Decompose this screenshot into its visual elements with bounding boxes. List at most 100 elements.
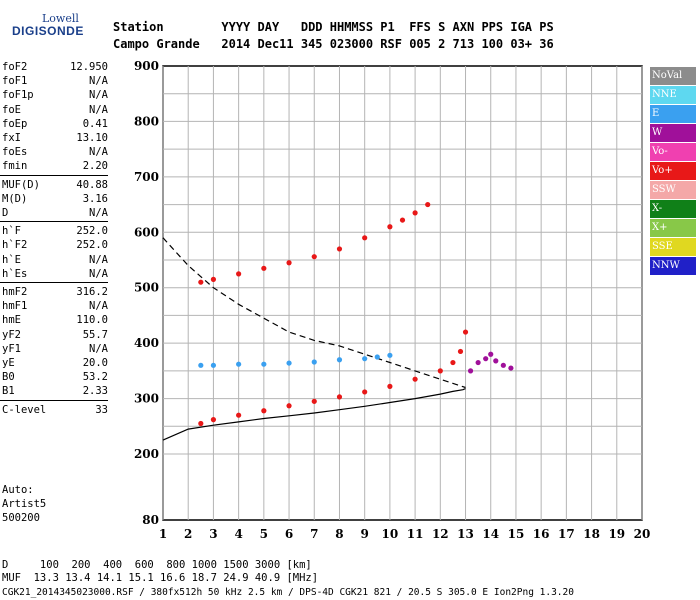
param-row: hmE 110.0 <box>2 313 108 327</box>
data-point <box>261 408 267 414</box>
x-tick-label: 11 <box>407 527 424 541</box>
data-point <box>286 360 292 366</box>
param-row: M(D) 3.16 <box>2 192 108 206</box>
param-separator <box>0 282 108 283</box>
param-value: N/A <box>89 267 108 280</box>
param-value: N/A <box>89 89 108 102</box>
legend-item: NNE <box>650 86 696 104</box>
param-value: 12.950 <box>70 61 108 73</box>
data-point <box>286 403 292 409</box>
param-label: foF1 <box>2 75 28 88</box>
data-point <box>387 352 393 358</box>
data-point <box>198 362 204 368</box>
param-row: yE 20.0 <box>2 356 108 370</box>
param-label: foEp <box>2 117 28 130</box>
param-label: foEs <box>2 146 28 159</box>
x-tick-label: 18 <box>583 527 600 541</box>
param-row: foF2 12.950 <box>2 60 108 74</box>
y-tick-label: 200 <box>134 447 159 461</box>
param-label: fxI <box>2 132 21 144</box>
header-labels: Station YYYY DAY DDD HHMMSS P1 FFS S AXN… <box>113 20 554 34</box>
param-row: h`F 252.0 <box>2 224 108 238</box>
param-separator <box>0 174 108 176</box>
auto-label: Auto: <box>2 484 34 496</box>
auto-code: 500200 <box>2 512 40 524</box>
param-row: foE N/A <box>2 103 108 117</box>
legend-item: NoVal <box>650 67 696 85</box>
profile-line <box>162 388 466 441</box>
param-row: foEs N/A <box>2 145 108 159</box>
param-row: hmF1 N/A <box>2 299 108 313</box>
legend-item: Vo+ <box>650 162 696 180</box>
data-point <box>261 361 267 367</box>
param-row: C-level 33 <box>2 403 108 417</box>
file-info: CGK21_2014345023000.RSF / 380fx512h 50 k… <box>2 587 574 598</box>
data-point <box>286 260 292 266</box>
param-row: foF1p N/A <box>2 88 108 102</box>
param-value: N/A <box>89 253 108 266</box>
logo-lowell: Lowell <box>42 12 79 25</box>
data-point <box>374 354 380 360</box>
x-tick-label: 10 <box>382 527 399 541</box>
data-point <box>467 368 474 374</box>
data-point <box>437 368 443 374</box>
param-label: h`F2 <box>2 239 28 252</box>
param-value: 2.33 <box>82 385 108 398</box>
x-tick-label: 19 <box>608 527 625 541</box>
param-label: foE <box>2 103 21 116</box>
param-label: B1 <box>2 385 15 398</box>
x-tick-label: 2 <box>184 527 192 541</box>
data-point <box>311 359 317 365</box>
data-point <box>210 417 217 423</box>
data-point <box>198 279 204 285</box>
legend-item: SSE <box>650 238 696 256</box>
y-tick-label: 80 <box>142 513 159 527</box>
param-label: MUF(D) <box>2 178 40 191</box>
data-point <box>488 351 494 357</box>
x-tick-label: 8 <box>335 527 343 541</box>
param-label: hmF1 <box>2 300 28 313</box>
data-point <box>362 389 368 395</box>
param-value: N/A <box>89 342 108 355</box>
data-point <box>399 217 406 223</box>
param-label: M(D) <box>2 192 28 205</box>
x-tick-label: 16 <box>533 527 550 541</box>
param-row: hmF2 316.2 <box>2 285 108 299</box>
param-label: hmF2 <box>2 286 28 298</box>
param-row: yF2 55.7 <box>2 328 108 342</box>
data-point <box>210 362 217 368</box>
data-point <box>483 356 489 362</box>
legend-item: W <box>650 124 696 142</box>
param-label: C-level <box>2 403 47 416</box>
legend-item: X+ <box>650 219 696 237</box>
param-row: fmin 2.20 <box>2 159 108 173</box>
x-tick-label: 17 <box>558 527 575 541</box>
data-point <box>508 365 514 371</box>
ionogram-chart: 1 2 3 4 5 6 7 8 9 10 11 12 13 14 15 16 17 18 19 20802003004… <box>134 59 650 541</box>
param-value: 53.2 <box>82 371 108 384</box>
data-point <box>362 235 368 241</box>
data-point <box>412 210 418 216</box>
data-point <box>362 356 368 362</box>
data-point <box>261 265 267 271</box>
x-tick-label: 6 <box>285 527 293 541</box>
data-point <box>425 201 431 208</box>
param-row: B1 2.33 <box>2 384 108 398</box>
x-tick-label: 3 <box>209 527 217 541</box>
y-tick-label: 700 <box>134 170 159 184</box>
param-row: foEp 0.41 <box>2 117 108 131</box>
x-tick-label: 5 <box>260 527 268 541</box>
y-tick-label: 900 <box>134 59 159 73</box>
param-label: D <box>2 207 9 219</box>
header-values: Campo Grande 2014 Dec11 345 023000 RSF 0… <box>113 37 554 51</box>
data-point <box>457 348 464 355</box>
x-tick-label: 15 <box>508 527 525 541</box>
param-value: N/A <box>89 103 108 116</box>
x-tick-label: 1 <box>159 527 167 541</box>
param-row: yF1 N/A <box>2 342 108 356</box>
distance-row: D 100 200 400 600 800 1000 1500 3000 [km… <box>2 559 312 571</box>
param-label: yE <box>2 357 15 369</box>
data-point <box>236 271 242 277</box>
param-value: 20.0 <box>82 357 108 369</box>
param-row: h`Es N/A <box>2 267 108 281</box>
